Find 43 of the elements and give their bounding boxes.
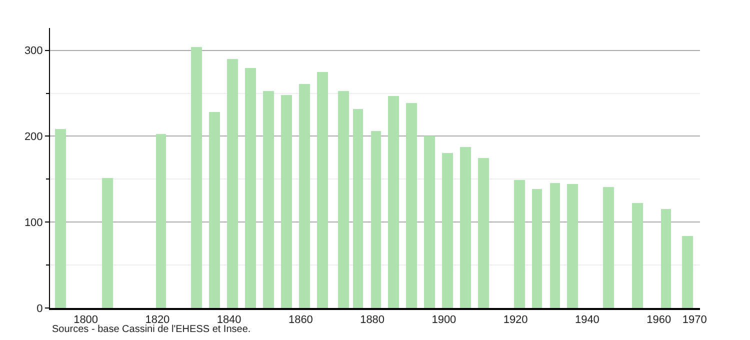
x-tick-label: 1840 bbox=[216, 314, 242, 326]
bar bbox=[156, 134, 166, 308]
bar bbox=[353, 109, 363, 308]
bar bbox=[550, 183, 560, 308]
bar bbox=[55, 129, 66, 308]
bar bbox=[227, 59, 238, 308]
bar bbox=[514, 180, 525, 308]
y-tick-label: 100 bbox=[24, 216, 43, 229]
bar bbox=[191, 47, 202, 308]
x-tick-label: 1900 bbox=[432, 314, 456, 326]
bar bbox=[478, 158, 489, 308]
source-note: Sources - base Cassini de l'EHESS et Insee. bbox=[52, 324, 251, 335]
bar bbox=[424, 136, 435, 308]
x-tick-label: 1860 bbox=[288, 314, 313, 326]
bar bbox=[603, 187, 614, 308]
bar bbox=[661, 209, 671, 308]
bar bbox=[406, 103, 417, 308]
bar bbox=[442, 153, 453, 308]
x-tick-label: 1960 bbox=[646, 314, 672, 326]
bar bbox=[567, 184, 578, 308]
x-tick-label: 1880 bbox=[360, 314, 385, 326]
bar bbox=[532, 189, 542, 308]
bar bbox=[281, 95, 292, 308]
x-tick-label: 1970 bbox=[682, 314, 707, 326]
x-tick-label: 1820 bbox=[145, 314, 170, 326]
bar bbox=[317, 72, 328, 308]
bar bbox=[632, 203, 643, 308]
y-tick-label: 200 bbox=[24, 131, 43, 144]
bar bbox=[102, 178, 113, 308]
bar bbox=[371, 131, 381, 308]
bar bbox=[338, 91, 349, 308]
bar bbox=[299, 84, 310, 308]
x-tick-label: 1800 bbox=[74, 314, 98, 326]
bar bbox=[245, 68, 256, 308]
y-tick-label: 0 bbox=[36, 302, 43, 315]
bar bbox=[682, 236, 693, 308]
bar bbox=[263, 91, 274, 308]
bar bbox=[209, 112, 220, 308]
x-tick-label: 1920 bbox=[503, 314, 528, 326]
bar bbox=[460, 147, 471, 308]
x-tick-label: 1940 bbox=[574, 314, 600, 326]
y-tick-label: 300 bbox=[24, 45, 43, 58]
bar bbox=[388, 96, 399, 308]
